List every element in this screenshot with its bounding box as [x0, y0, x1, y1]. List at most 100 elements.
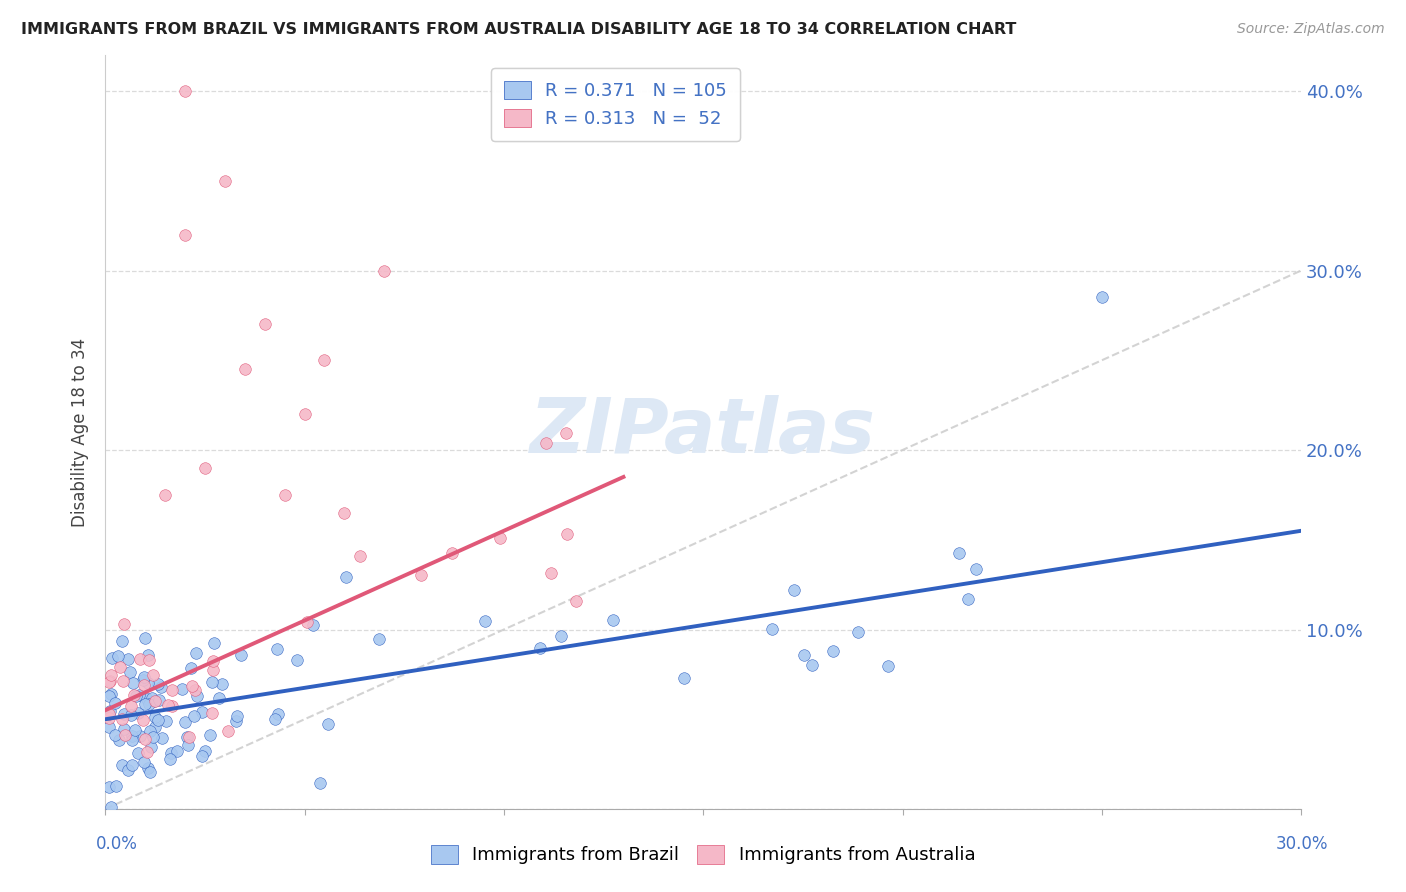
Point [142, 694, 165, 708]
Point [285, 653, 308, 667]
Point [335, 570, 357, 584]
Point [201, 674, 224, 689]
Point [761, 622, 783, 636]
Text: Source: ZipAtlas.com: Source: ZipAtlas.com [1237, 22, 1385, 37]
Point [112, 707, 135, 722]
Point [117, 763, 139, 777]
Point [160, 747, 183, 761]
Point [98, 674, 121, 689]
Point [200, 728, 222, 742]
Point [114, 723, 136, 737]
Point [153, 488, 176, 502]
Point [124, 723, 146, 737]
Point [138, 761, 160, 775]
Point [121, 758, 143, 772]
Point [132, 670, 155, 684]
Point [143, 720, 166, 734]
Point [100, 687, 122, 701]
Point [108, 732, 131, 747]
Point [555, 527, 578, 541]
Point [273, 488, 295, 502]
Point [266, 707, 288, 722]
Point [104, 728, 127, 742]
Point [294, 407, 316, 421]
Point [159, 752, 181, 766]
Point [141, 690, 163, 705]
Point [333, 506, 356, 520]
Point [673, 671, 696, 685]
Point [488, 532, 510, 546]
Point [135, 692, 157, 706]
Point [127, 706, 149, 720]
Point [253, 318, 276, 332]
Point [121, 729, 143, 743]
Point [550, 629, 572, 643]
Point [183, 708, 205, 723]
Point [229, 648, 252, 662]
Point [155, 714, 177, 728]
Point [98, 674, 121, 689]
Point [142, 731, 165, 745]
Point [174, 227, 197, 242]
Point [314, 353, 336, 368]
Point [143, 694, 166, 708]
Point [107, 649, 129, 664]
Point [225, 714, 247, 728]
Point [122, 675, 145, 690]
Point [194, 461, 217, 475]
Point [132, 673, 155, 687]
Point [233, 362, 256, 376]
Point [98, 690, 121, 704]
Point [162, 698, 184, 713]
Point [565, 593, 588, 607]
Point [98, 720, 121, 734]
Point [100, 668, 122, 682]
Point [142, 668, 165, 682]
Point [148, 677, 170, 691]
Point [441, 546, 464, 560]
Point [295, 615, 318, 629]
Point [848, 625, 870, 640]
Point [138, 653, 160, 667]
Point [529, 640, 551, 655]
Point [135, 745, 157, 759]
Point [118, 665, 141, 679]
Point [112, 616, 135, 631]
Point [98, 704, 121, 718]
Point [180, 661, 202, 675]
Point [166, 744, 188, 758]
Point [139, 740, 162, 755]
Point [191, 749, 214, 764]
Point [201, 706, 224, 721]
Point [150, 731, 173, 745]
Point [174, 84, 197, 98]
Point [148, 693, 170, 707]
Point [148, 713, 170, 727]
Point [176, 730, 198, 744]
Point [120, 708, 142, 723]
Point [139, 765, 162, 780]
Point [138, 698, 160, 712]
Point [202, 664, 225, 678]
Point [108, 660, 131, 674]
Text: 30.0%: 30.0% [1277, 835, 1329, 853]
Text: ZIPatlas: ZIPatlas [530, 395, 876, 469]
Point [266, 641, 288, 656]
Legend: R = 0.371   N = 105, R = 0.313   N =  52: R = 0.371 N = 105, R = 0.313 N = 52 [491, 68, 740, 141]
Point [114, 728, 136, 742]
Point [474, 615, 496, 629]
Point [211, 677, 233, 691]
Point [957, 591, 980, 606]
Point [121, 732, 143, 747]
Point [149, 681, 172, 695]
Point [110, 712, 132, 726]
Point [111, 673, 134, 688]
Point [134, 678, 156, 692]
Point [1091, 290, 1114, 304]
Point [134, 697, 156, 711]
Point [134, 732, 156, 747]
Point [948, 546, 970, 560]
Point [170, 681, 193, 696]
Point [120, 699, 142, 714]
Point [98, 707, 121, 722]
